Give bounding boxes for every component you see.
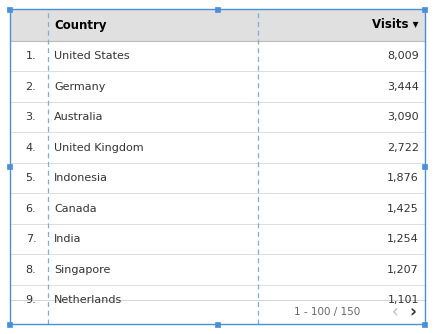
Text: Australia: Australia	[54, 112, 103, 122]
Bar	[214, 322, 220, 327]
Text: 1,425: 1,425	[386, 204, 418, 213]
Bar	[7, 6, 13, 11]
Text: ›: ›	[409, 304, 415, 322]
Text: 4.: 4.	[26, 143, 36, 153]
Text: 2,722: 2,722	[386, 143, 418, 153]
Bar	[10, 102, 424, 132]
Text: 5.: 5.	[26, 173, 36, 183]
Text: Visits ▾: Visits ▾	[372, 18, 418, 31]
Text: 1,876: 1,876	[386, 173, 418, 183]
Text: 1,254: 1,254	[386, 234, 418, 244]
Bar	[10, 163, 424, 193]
Text: 6.: 6.	[26, 204, 36, 213]
Bar	[421, 6, 427, 11]
Text: 3,090: 3,090	[387, 112, 418, 122]
Bar	[10, 285, 424, 300]
Bar	[7, 164, 13, 169]
Text: 1 - 100 / 150: 1 - 100 / 150	[293, 307, 359, 317]
Bar	[10, 254, 424, 285]
Bar	[10, 41, 424, 71]
Text: ‹: ‹	[391, 304, 398, 322]
Bar	[421, 164, 427, 169]
Bar	[7, 322, 13, 327]
Text: Singapore: Singapore	[54, 265, 110, 275]
Bar	[10, 224, 424, 254]
Text: 8,009: 8,009	[386, 51, 418, 61]
Text: 8.: 8.	[26, 265, 36, 275]
Text: United Kingdom: United Kingdom	[54, 143, 143, 153]
Text: Country: Country	[54, 18, 106, 31]
Bar	[10, 193, 424, 224]
Bar	[421, 322, 427, 327]
Text: 1,101: 1,101	[387, 295, 418, 305]
Bar	[10, 132, 424, 163]
Text: Netherlands: Netherlands	[54, 295, 122, 305]
Text: 1,207: 1,207	[386, 265, 418, 275]
Bar	[214, 6, 220, 11]
Text: Germany: Germany	[54, 82, 105, 92]
Bar	[10, 300, 424, 324]
Text: Indonesia: Indonesia	[54, 173, 108, 183]
Text: India: India	[54, 234, 81, 244]
Text: 7.: 7.	[26, 234, 36, 244]
Text: Canada: Canada	[54, 204, 96, 213]
Text: 2.: 2.	[26, 82, 36, 92]
Text: United States: United States	[54, 51, 129, 61]
Bar	[10, 71, 424, 102]
Bar	[10, 9, 424, 41]
Text: 1.: 1.	[26, 51, 36, 61]
Text: 3,444: 3,444	[386, 82, 418, 92]
Text: 9.: 9.	[26, 295, 36, 305]
Text: 3.: 3.	[26, 112, 36, 122]
